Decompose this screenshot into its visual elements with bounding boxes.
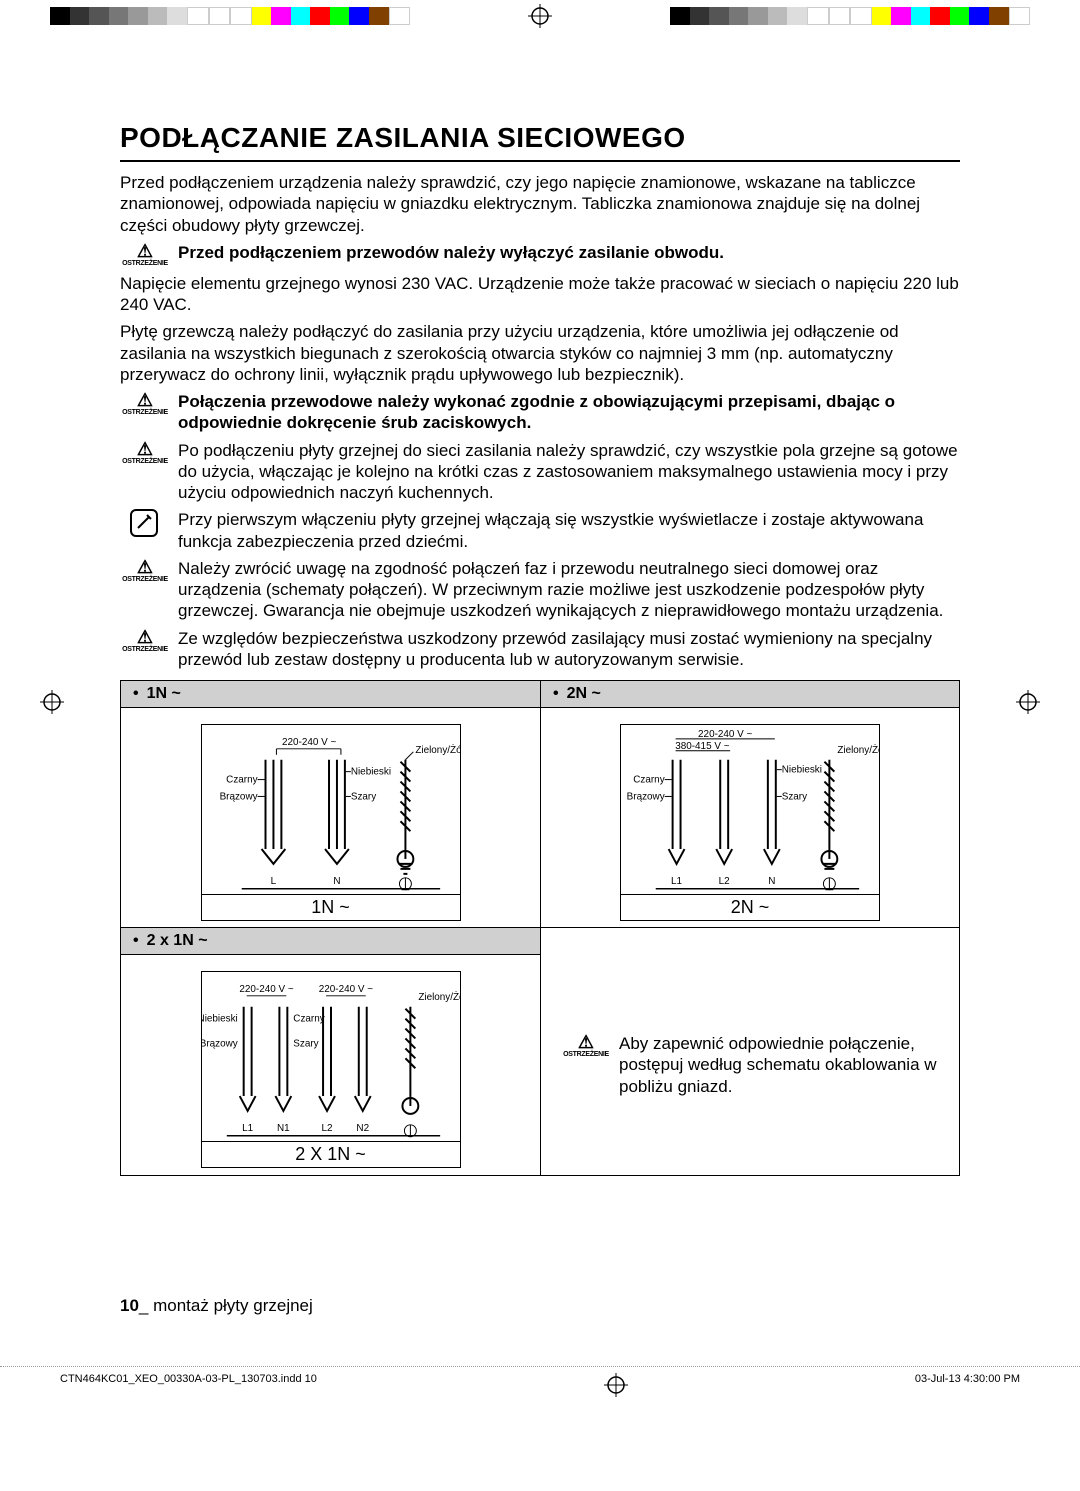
cell-1n: 220-240 V ~ xyxy=(121,708,540,928)
warning-icon: ⚠OSTRZEŻENIE xyxy=(561,1033,611,1058)
section-title: PODŁĄCZANIE ZASILANIA SIECIOWEGO xyxy=(120,122,960,162)
warning-5: ⚠OSTRZEŻENIE Ze względów bezpieczeństwa … xyxy=(120,628,960,671)
svg-text:N2: N2 xyxy=(356,1123,369,1134)
svg-text:L2: L2 xyxy=(321,1123,333,1134)
warning-icon: ⚠OSTRZEŻENIE xyxy=(120,440,170,465)
svg-text:380-415 V ~: 380-415 V ~ xyxy=(675,741,729,752)
svg-text:Szary: Szary xyxy=(350,791,375,802)
svg-text:Zielony/Żółto: Zielony/Żółto xyxy=(418,992,460,1003)
print-top-strip xyxy=(0,0,1080,32)
svg-text:Zielony/Żółto: Zielony/Żółto xyxy=(415,745,460,756)
diagram-2x1n: 220-240 V ~ 220-240 V ~ xyxy=(201,971,461,1168)
warning-icon: ⚠OSTRZEŻENIE xyxy=(120,242,170,267)
color-bar-right xyxy=(670,7,1030,25)
warning-icon: ⚠OSTRZEŻENIE xyxy=(120,558,170,583)
print-timestamp: 03-Jul-13 4:30:00 PM xyxy=(915,1373,1020,1397)
svg-text:220-240 V ~: 220-240 V ~ xyxy=(282,737,336,748)
svg-text:N: N xyxy=(333,876,340,887)
info-icon xyxy=(130,509,158,537)
registration-mark-left xyxy=(40,690,64,714)
svg-text:N: N xyxy=(768,876,775,887)
diagram-caption: 2N ~ xyxy=(621,894,879,920)
svg-text:Brązowy: Brązowy xyxy=(219,791,257,802)
svg-text:Czarny: Czarny xyxy=(633,775,664,786)
diagram-caption: 1N ~ xyxy=(202,894,460,920)
cell-2x1n: 220-240 V ~ 220-240 V ~ xyxy=(121,955,540,1175)
diagram-2n: 220-240 V ~ 380-415 V ~ xyxy=(620,724,880,921)
info-1: Przy pierwszym włączeniu płyty grzejnej … xyxy=(120,509,960,552)
warning-icon: ⚠OSTRZEŻENIE xyxy=(120,391,170,416)
intro-paragraph: Przed podłączeniem urządzenia należy spr… xyxy=(120,172,960,236)
svg-text:220-240 V ~: 220-240 V ~ xyxy=(239,984,293,995)
warning-2: ⚠OSTRZEŻENIE Połączenia przewodowe należ… xyxy=(120,391,960,434)
paragraph-voltage: Napięcie elementu grzejnego wynosi 230 V… xyxy=(120,273,960,316)
warning-1: ⚠OSTRZEŻENIE Przed podłączeniem przewodó… xyxy=(120,242,960,267)
svg-text:Niebieski: Niebieski xyxy=(350,767,390,778)
registration-mark-right xyxy=(1016,690,1040,714)
paragraph-disconnect: Płytę grzewczą należy podłączyć do zasil… xyxy=(120,321,960,385)
print-info-bar: CTN464KC01_XEO_00330A-03-PL_130703.indd … xyxy=(0,1366,1080,1403)
warning-icon: ⚠OSTRZEŻENIE xyxy=(120,628,170,653)
head-empty xyxy=(540,928,959,955)
head-2x1n: •2 x 1N ~ xyxy=(121,928,540,955)
svg-text:Czarny: Czarny xyxy=(293,1014,324,1025)
svg-text:220-240 V ~: 220-240 V ~ xyxy=(318,984,372,995)
warning-3: ⚠OSTRZEŻENIE Po podłączeniu płyty grzejn… xyxy=(120,440,960,504)
svg-text:220-240 V ~: 220-240 V ~ xyxy=(698,729,752,740)
print-filename: CTN464KC01_XEO_00330A-03-PL_130703.indd … xyxy=(60,1373,317,1397)
head-2n: •2N ~ xyxy=(540,681,959,708)
svg-text:L2: L2 xyxy=(719,876,731,887)
svg-text:L1: L1 xyxy=(671,876,683,887)
warning-4: ⚠OSTRZEŻENIE Należy zwrócić uwagę na zgo… xyxy=(120,558,960,622)
svg-text:Brązowy: Brązowy xyxy=(627,791,665,802)
diagram-1n: 220-240 V ~ xyxy=(201,724,461,921)
registration-mark-top xyxy=(528,4,552,28)
svg-text:Szary: Szary xyxy=(782,791,807,802)
cell-note: ⚠OSTRZEŻENIE Aby zapewnić odpowiednie po… xyxy=(540,955,959,1175)
registration-mark-bottom xyxy=(604,1373,628,1397)
svg-text:Niebieski: Niebieski xyxy=(782,765,822,776)
svg-text:Czarny: Czarny xyxy=(226,775,257,786)
svg-text:N1: N1 xyxy=(277,1123,290,1134)
svg-text:Brązowy: Brązowy xyxy=(202,1038,238,1049)
head-1n: •1N ~ xyxy=(121,681,540,708)
diagram-caption: 2 X 1N ~ xyxy=(202,1141,460,1167)
color-bar-left xyxy=(50,7,410,25)
svg-text:Niebieski: Niebieski xyxy=(202,1014,238,1025)
cell-2n: 220-240 V ~ 380-415 V ~ xyxy=(540,708,959,928)
svg-text:Zielony/Żółto: Zielony/Żółto xyxy=(837,745,879,756)
wiring-grid: •1N ~ •2N ~ 220-240 V ~ xyxy=(120,680,960,1176)
page-footer: 10_ montaż płyty grzejnej xyxy=(120,1296,960,1316)
svg-text:L1: L1 xyxy=(242,1123,254,1134)
svg-text:Szary: Szary xyxy=(293,1038,318,1049)
page-content: PODŁĄCZANIE ZASILANIA SIECIOWEGO Przed p… xyxy=(0,32,1080,1346)
svg-text:L: L xyxy=(270,876,276,887)
